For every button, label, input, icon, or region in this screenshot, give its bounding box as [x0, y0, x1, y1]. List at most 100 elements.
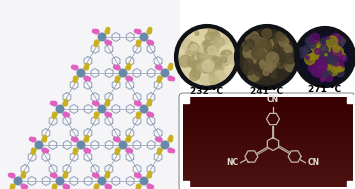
Circle shape	[304, 54, 309, 60]
Circle shape	[94, 174, 99, 178]
Circle shape	[284, 55, 287, 58]
Circle shape	[171, 77, 175, 81]
Circle shape	[208, 40, 218, 50]
Circle shape	[114, 65, 117, 69]
Circle shape	[94, 29, 99, 34]
Circle shape	[185, 50, 190, 55]
Circle shape	[221, 56, 229, 64]
Circle shape	[222, 36, 230, 44]
Circle shape	[209, 48, 219, 58]
Circle shape	[14, 177, 22, 185]
Circle shape	[273, 32, 286, 45]
Circle shape	[136, 115, 140, 119]
Circle shape	[205, 51, 209, 55]
Circle shape	[135, 29, 138, 33]
Circle shape	[45, 149, 49, 153]
Circle shape	[324, 55, 331, 62]
Circle shape	[93, 101, 96, 105]
Circle shape	[206, 55, 208, 57]
Circle shape	[168, 148, 173, 153]
Circle shape	[32, 148, 36, 153]
Circle shape	[204, 55, 211, 62]
Circle shape	[236, 26, 298, 88]
Circle shape	[318, 65, 326, 73]
Circle shape	[281, 50, 284, 53]
Circle shape	[200, 51, 210, 61]
Circle shape	[319, 56, 327, 64]
Circle shape	[272, 53, 285, 66]
Circle shape	[269, 42, 274, 46]
Circle shape	[323, 48, 327, 52]
Circle shape	[200, 62, 211, 73]
Circle shape	[161, 141, 169, 149]
Circle shape	[203, 41, 214, 52]
Circle shape	[191, 68, 201, 77]
Circle shape	[126, 148, 131, 153]
Circle shape	[332, 51, 335, 54]
Circle shape	[114, 137, 117, 141]
Circle shape	[158, 148, 162, 153]
Circle shape	[21, 184, 26, 188]
Circle shape	[320, 53, 331, 63]
Circle shape	[158, 76, 162, 81]
Circle shape	[135, 173, 138, 177]
Circle shape	[204, 48, 209, 52]
Circle shape	[222, 51, 225, 55]
Circle shape	[188, 43, 200, 55]
Circle shape	[84, 148, 88, 153]
Circle shape	[213, 32, 217, 36]
Bar	[347, 181, 355, 189]
Circle shape	[35, 141, 43, 149]
Circle shape	[126, 66, 131, 70]
Circle shape	[268, 66, 270, 69]
Circle shape	[201, 59, 211, 69]
Circle shape	[322, 47, 332, 57]
Circle shape	[53, 174, 57, 178]
Circle shape	[136, 29, 141, 34]
Circle shape	[105, 40, 109, 44]
Circle shape	[56, 177, 64, 185]
Circle shape	[11, 174, 15, 178]
Circle shape	[206, 58, 213, 65]
Circle shape	[248, 54, 257, 64]
Circle shape	[129, 77, 132, 81]
Circle shape	[316, 52, 325, 60]
Circle shape	[339, 43, 343, 47]
Circle shape	[226, 56, 229, 59]
Circle shape	[202, 56, 214, 67]
Circle shape	[264, 54, 268, 59]
Circle shape	[193, 59, 202, 67]
Circle shape	[265, 56, 268, 60]
Circle shape	[108, 41, 111, 45]
Circle shape	[317, 46, 319, 48]
Bar	[0, 0, 180, 189]
Circle shape	[94, 184, 99, 188]
Circle shape	[63, 174, 67, 178]
Circle shape	[203, 52, 211, 60]
Circle shape	[85, 64, 89, 67]
Circle shape	[326, 57, 338, 69]
Circle shape	[115, 137, 120, 142]
Circle shape	[322, 65, 333, 76]
Circle shape	[168, 76, 173, 81]
Circle shape	[203, 50, 212, 58]
Circle shape	[282, 44, 291, 54]
Circle shape	[220, 66, 224, 71]
Circle shape	[147, 174, 152, 178]
Circle shape	[197, 64, 205, 72]
Circle shape	[330, 40, 336, 46]
Circle shape	[216, 38, 225, 46]
Circle shape	[316, 59, 327, 70]
Circle shape	[206, 58, 212, 64]
Circle shape	[264, 55, 267, 58]
Circle shape	[208, 56, 219, 66]
Circle shape	[273, 76, 277, 79]
Circle shape	[255, 52, 259, 56]
Circle shape	[248, 70, 260, 81]
Circle shape	[201, 76, 210, 85]
Bar	[181, 181, 189, 189]
Circle shape	[194, 53, 201, 60]
Circle shape	[32, 137, 36, 142]
Circle shape	[201, 52, 209, 61]
Circle shape	[245, 40, 254, 49]
